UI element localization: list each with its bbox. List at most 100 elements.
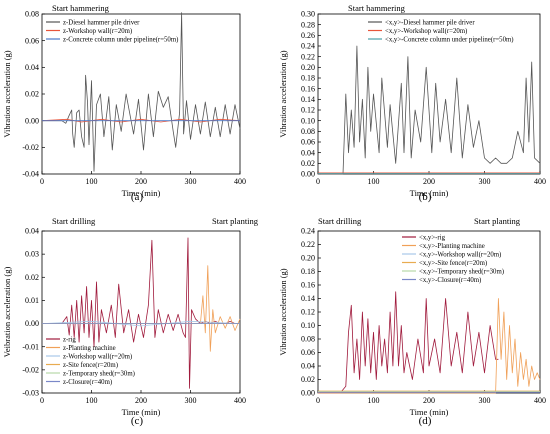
y-tick-label: -0.02 [22, 365, 39, 374]
y-tick-label: 0.22 [301, 240, 315, 249]
x-tick-label: 300 [185, 177, 197, 186]
legend-entry-z-workshop-wall-r-20m: z-Workshop wall(r=20m) [63, 28, 132, 35]
y-tick-label: 0.00 [25, 319, 39, 328]
x-tick-label: 100 [368, 177, 380, 186]
legend-entry-xy-workshop-wall-r-20m: <x,y>-Workshop wall(r=20m) [385, 28, 467, 35]
legend-entry-z-temporary-shed-r-30m: z-Temporary shed(r=30m) [63, 370, 135, 377]
y-tick-label: 0.08 [25, 10, 39, 19]
x-axis-label: Time (min) [410, 188, 449, 198]
y-axis-label: Vibration acceleration (g) [278, 50, 288, 137]
x-tick-label: 200 [423, 177, 435, 186]
plot-frame [41, 230, 241, 394]
panel-label: (a) [131, 191, 144, 203]
chart-panel-2: 0 100 200 300 400 -0.03 -0.02 -0.01 0.00 0.01 0.02… [2, 216, 259, 427]
x-axis-label: Time (min) [410, 407, 449, 417]
legend-entry-z-concrete-column-under-pipeline-r-50m: z-Concrete column under pipeline(r=50m) [63, 36, 178, 43]
y-tick-label: 0.12 [301, 308, 315, 317]
x-tick-label: 200 [135, 177, 147, 186]
series-line-xy-diesel-hammer-pile-driver [318, 45, 541, 175]
legend-entry-z-site-fence-r-20m: z-Site fence(r=20m) [63, 362, 118, 369]
x-tick-label: 0 [40, 177, 44, 186]
annotation-text: Start planting [212, 216, 259, 226]
x-axis-label: Time (min) [122, 188, 161, 198]
y-tick-label: 0.02 [301, 159, 315, 168]
legend-entry-xy-planting-machine: <x,y>-Planting machine [419, 243, 485, 250]
x-tick-label: 300 [479, 177, 491, 186]
chart-panel-3: 0 100 200 300 400 0.00 0.02 0.04 0.06 0.08 0.10 0.1… [278, 216, 546, 427]
legend-entry-xy-diesel-hammer-pile-driver: <x,y>-Diesel hammer pile driver [385, 19, 475, 26]
x-tick-label: 400 [234, 177, 246, 186]
y-tick-label: 0.02 [301, 375, 315, 384]
y-tick-label: 0.12 [301, 106, 315, 115]
y-axis-label: Vibration acceleration (g) [2, 50, 12, 137]
y-tick-label: 0.02 [25, 90, 39, 99]
y-tick-label: 0.02 [25, 273, 39, 282]
plot-frame [41, 13, 241, 175]
chart-legend: z-Diesel hammer pile driver z-Workshop wa… [46, 19, 178, 43]
y-tick-label: 0.24 [301, 42, 315, 51]
annotation-text: Start drilling [318, 216, 362, 226]
y-tick-label: -0.02 [22, 143, 39, 152]
y-tick-label: 0.08 [301, 335, 315, 344]
y-tick-label: 0.10 [301, 321, 315, 330]
y-tick-label: 0.00 [301, 389, 315, 398]
annotation-text: Start hammering [348, 3, 406, 13]
annotation-text: Start hammering [52, 3, 110, 13]
x-tick-label: 100 [86, 396, 98, 405]
y-tick-label: 0.16 [301, 281, 315, 290]
y-tick-label: 0.08 [301, 127, 315, 136]
y-tick-label: 0.04 [25, 227, 39, 236]
panel-label: (d) [419, 415, 432, 427]
y-tick-label: 0.03 [25, 250, 39, 259]
y-tick-label: 0.16 [301, 84, 315, 93]
annotation-text: Start planting [474, 216, 521, 226]
x-tick-label: 200 [423, 396, 435, 405]
y-tick-label: -0.04 [22, 170, 39, 179]
x-tick-label: 400 [534, 177, 546, 186]
y-tick-label: 0.20 [301, 254, 315, 263]
x-tick-label: 400 [234, 396, 246, 405]
y-tick-label: 0.28 [301, 20, 315, 29]
y-tick-label: 0.24 [301, 227, 315, 236]
y-tick-label: 0.01 [25, 296, 39, 305]
legend-entry-z-workshop-wall-r-20m: z-Workshop wall(r=20m) [63, 353, 132, 360]
legend-entry-xy-workshop-wall-r-20m: <x,y>-Workshop wall(r=20m) [419, 251, 501, 258]
y-axis-label: Vibration acceleration (g) [278, 268, 288, 355]
y-tick-label: 0.10 [301, 116, 315, 125]
y-tick-label: 0.26 [301, 31, 315, 40]
legend-entry-xy-concrete-column-under-pipeline-r-50m: <x,y>-Concrete column under pipeline(r=5… [385, 36, 514, 43]
x-tick-label: 300 [185, 396, 197, 405]
x-tick-label: 300 [479, 396, 491, 405]
legend-entry-xy-rig: <x,y>-rig [419, 234, 446, 241]
series-line-xy-rig [318, 291, 499, 394]
y-tick-label: 0.04 [301, 148, 315, 157]
x-tick-label: 200 [135, 396, 147, 405]
y-tick-label: 0.18 [301, 267, 315, 276]
x-axis-label: Time (min) [122, 407, 161, 417]
y-tick-label: 0.06 [301, 348, 315, 357]
y-tick-label: 0.06 [301, 138, 315, 147]
panel-label: (b) [419, 191, 432, 203]
y-tick-label: -0.01 [22, 342, 39, 351]
y-tick-label: 0.04 [301, 362, 315, 371]
x-tick-label: 0 [316, 396, 320, 405]
y-tick-label: 0.06 [25, 36, 39, 45]
chart-legend: <x,y>-Diesel hammer pile driver <x,y>-Wor… [368, 19, 514, 43]
series-line-z-diesel-hammer-pile-driver [42, 12, 241, 172]
legend-entry-z-closure-r-40m: z-Closure(r=40m) [63, 379, 112, 386]
y-tick-label: 0.04 [25, 63, 39, 72]
y-tick-label: 0.14 [301, 95, 315, 104]
series-line-z-workshop-wall-r-20m [41, 320, 241, 327]
x-tick-label: 0 [40, 396, 44, 405]
legend-entry-z-diesel-hammer-pile-driver: z-Diesel hammer pile driver [63, 19, 140, 26]
series-line-z-planting-machine [42, 265, 241, 352]
y-tick-label: 0.20 [301, 63, 315, 72]
plot-frame [317, 13, 541, 175]
y-tick-label: 0.14 [301, 294, 315, 303]
x-tick-label: 0 [316, 177, 320, 186]
y-tick-label: -0.03 [22, 389, 39, 398]
annotation-text: Start drilling [52, 216, 96, 226]
legend-entry-z-planting-machine: z-Planting machine [63, 345, 116, 352]
